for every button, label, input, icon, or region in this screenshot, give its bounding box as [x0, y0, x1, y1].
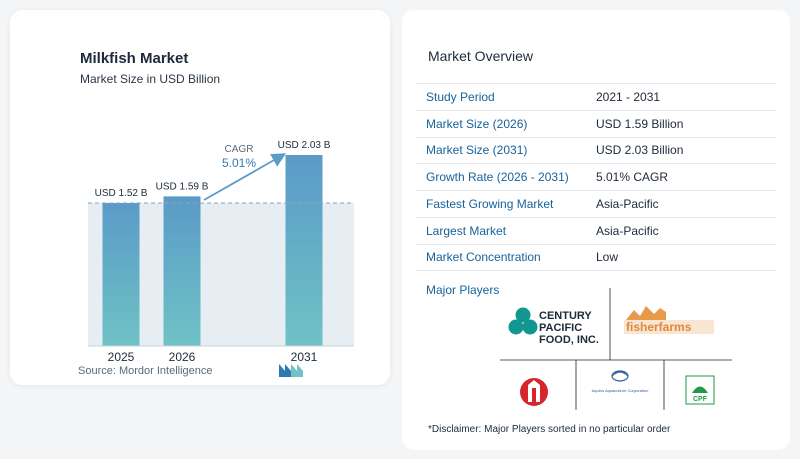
century-text-1: CENTURY: [539, 310, 592, 322]
row-label: Fastest Growing Market: [426, 197, 554, 212]
row-value: Asia-Pacific: [596, 197, 659, 212]
x-tick-2025: 2025: [108, 350, 135, 364]
century-pacific-logo-icon: CENTURY PACIFIC FOOD, INC.: [508, 307, 599, 346]
row-value: 5.01% CAGR: [596, 170, 669, 185]
row-label: Study Period: [426, 89, 495, 104]
major-players-label: Major Players: [426, 283, 500, 297]
market-overview-card: Market Overview Study Period 2021 - 2031 …: [402, 10, 790, 450]
x-tick-2031: 2031: [291, 350, 318, 364]
bar-2025: [102, 202, 140, 346]
row-value: 2021 - 2031: [596, 89, 661, 104]
cpf-text: CPF: [693, 396, 708, 403]
cagr-label: CAGR: [225, 144, 254, 155]
row-value: USD 1.59 Billion: [596, 116, 684, 131]
row-label: Market Size (2031): [426, 143, 528, 158]
chart-title: Milkfish Market: [80, 50, 189, 67]
fisherfarms-text: fisherfarms: [626, 320, 692, 334]
row-value: Asia-Pacific: [596, 223, 659, 238]
overview-table: Study Period 2021 - 2031 Market Size (202…: [416, 83, 776, 271]
aquaculture-text: Aquino Aquaculture Corporation: [592, 388, 649, 393]
bar-2031: [285, 155, 323, 346]
table-row: Market Size (2031) USD 2.03 Billion: [416, 136, 776, 164]
table-row: Study Period 2021 - 2031: [416, 83, 776, 110]
table-row: Growth Rate (2026 - 2031) 5.01% CAGR: [416, 163, 776, 190]
data-label-2025: USD 1.52 B: [95, 188, 148, 199]
bar-2026: [163, 196, 201, 346]
major-players-logos: CENTURY PACIFIC FOOD, INC. fisherfarms A…: [500, 288, 732, 410]
mordor-logo-icon: [279, 364, 303, 377]
century-text-3: FOOD, INC.: [539, 334, 599, 346]
table-row: Market Concentration Low: [416, 243, 776, 271]
x-tick-2026: 2026: [169, 350, 196, 364]
red-emblem-logo-icon: [520, 378, 548, 406]
row-value: USD 2.03 Billion: [596, 143, 684, 158]
aquaculture-logo-icon: Aquino Aquaculture Corporation: [592, 370, 649, 393]
row-label: Market Concentration: [426, 250, 541, 265]
bar-chart: USD 1.52 B USD 1.59 B USD 2.03 B 2025 2026 20…: [88, 140, 354, 364]
table-row: Market Size (2026) USD 1.59 Billion: [416, 109, 776, 137]
cpf-logo-icon: CPF: [685, 375, 715, 405]
data-label-2026: USD 1.59 B: [156, 181, 209, 192]
table-row: Largest Market Asia-Pacific: [416, 216, 776, 244]
row-label: Growth Rate (2026 - 2031): [426, 170, 569, 185]
row-label: Market Size (2026): [426, 116, 528, 131]
source-text: Source: Mordor Intelligence: [78, 365, 213, 377]
fisherfarms-logo-icon: fisherfarms: [624, 306, 714, 334]
table-row: Fastest Growing Market Asia-Pacific: [416, 190, 776, 217]
row-label: Largest Market: [426, 223, 507, 238]
cagr-value: 5.01%: [222, 156, 256, 170]
data-label-2031: USD 2.03 B: [278, 140, 331, 151]
row-value: Low: [596, 250, 619, 265]
cagr-arrow-icon: [203, 153, 287, 201]
chart-subtitle: Market Size in USD Billion: [80, 72, 221, 86]
century-text-2: PACIFIC: [539, 322, 582, 334]
overview-title: Market Overview: [428, 48, 534, 64]
disclaimer-text: *Disclaimer: Major Players sorted in no …: [428, 424, 671, 435]
market-chart-card: Milkfish Market Market Size in USD Billi…: [10, 10, 390, 385]
